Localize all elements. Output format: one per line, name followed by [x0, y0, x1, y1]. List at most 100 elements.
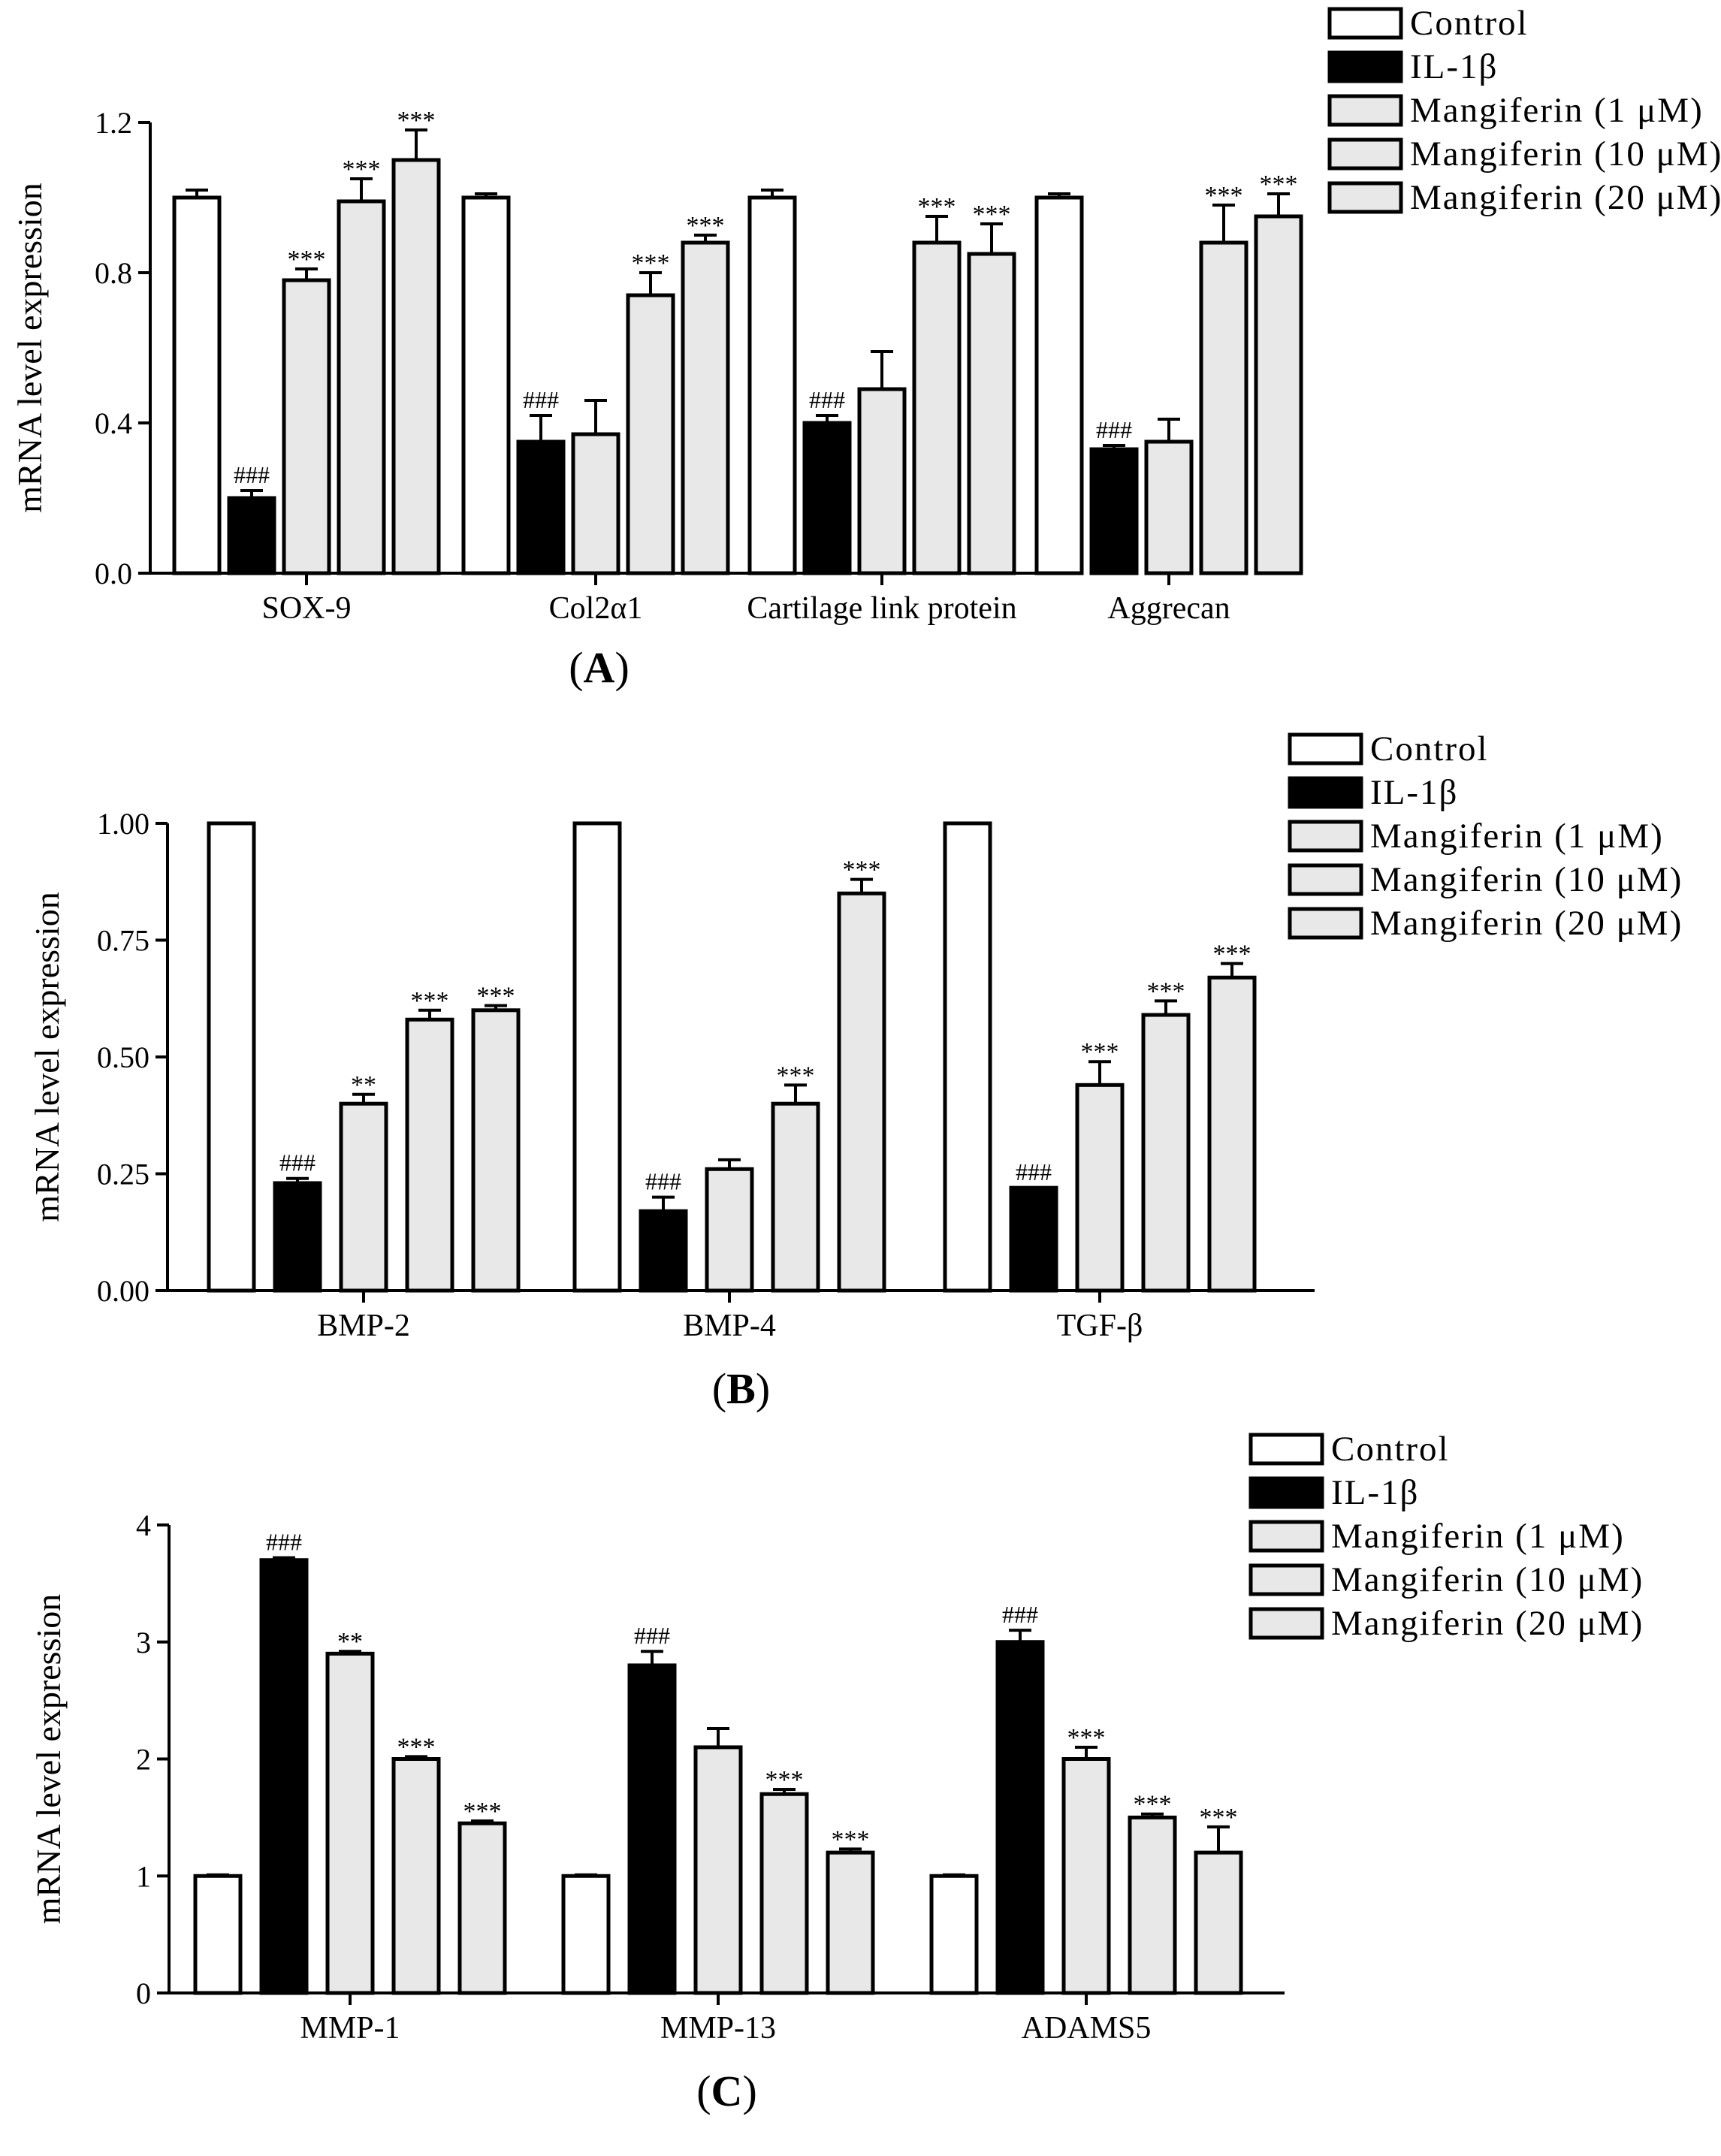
significance-label: ### [234, 461, 270, 488]
bar-adams5-mangiferin-10-um [1128, 1815, 1177, 1995]
bar-cartilage-link-protein-control [747, 195, 797, 575]
significance-label: *** [1205, 182, 1243, 210]
legend-swatch-control [1288, 732, 1363, 765]
significance-label: ** [337, 1628, 363, 1656]
legend-swatch-mangiferin-20-um [1288, 907, 1363, 940]
bar-mmp-1-control [193, 1874, 243, 1995]
bar-cartilage-link-protein-mangiferin-10-um [912, 240, 962, 575]
y-axis-label: mRNA level expression [28, 892, 66, 1222]
bar-bmp-4-control [572, 821, 622, 1293]
x-tick-label-sox-9: SOX-9 [261, 591, 351, 626]
bar-bmp-2-il-1beta [273, 1181, 322, 1293]
bar-bmp-2-mangiferin-20-um [471, 1008, 521, 1293]
significance-label: *** [777, 1061, 815, 1089]
legend-label-il-1beta: IL-1β [1370, 773, 1458, 812]
bar-aggrecan-il-1beta [1089, 447, 1139, 575]
y-tick-label: 0.75 [97, 924, 149, 958]
bar-sox-9-mangiferin-10-um [337, 199, 386, 575]
legend-label-control: Control [1410, 4, 1529, 43]
legend-swatch-il-1beta [1248, 1476, 1324, 1509]
y-tick-label: 0.25 [97, 1158, 149, 1191]
y-tick-label: 0 [136, 1976, 151, 2010]
bar-bmp-2-mangiferin-10-um [405, 1017, 454, 1293]
y-tick-label: 0.50 [97, 1040, 149, 1074]
bar-adams5-mangiferin-20-um [1194, 1850, 1243, 1995]
legend-swatch-il-1beta [1327, 50, 1403, 83]
bar-sox-9-mangiferin-20-um [391, 158, 441, 575]
bar-bmp-4-mangiferin-10-um [771, 1101, 820, 1293]
y-tick-label: 1.00 [97, 807, 149, 841]
significance-label: *** [632, 249, 670, 277]
panel-label: (A) [569, 643, 630, 692]
panel-label: (B) [712, 1364, 770, 1413]
legend-swatch-control [1248, 1433, 1324, 1466]
significance-label: ### [1002, 1601, 1038, 1628]
significance-label: *** [1067, 1724, 1106, 1752]
legend-swatch-mangiferin-10-um [1288, 863, 1363, 896]
bar-bmp-4-mangiferin-1-um [705, 1167, 754, 1293]
bar-col2alpha1-mangiferin-20-um [681, 240, 730, 575]
panel-a-chart: 0.0 0.4 0.8 1.2 mRNA level expression SOX-9 ##… [11, 4, 1721, 692]
bar-mmp-13-mangiferin-1-um [693, 1745, 743, 1995]
x-tick-label-col2alpha1: Col2α1 [549, 591, 643, 626]
bar-sox-9-il-1beta [227, 496, 276, 575]
significance-label: *** [687, 212, 725, 240]
bar-sox-9-control [172, 195, 222, 575]
y-axis-label: mRNA level expression [29, 1594, 68, 1925]
y-axis-label: mRNA level expression [11, 183, 49, 513]
y-tick-label: 3 [136, 1626, 151, 1659]
legend-label-mangiferin-1-um: Mangiferin (1 μM) [1410, 91, 1704, 130]
bar-mmp-13-mangiferin-20-um [826, 1850, 875, 1995]
legend-label-mangiferin-10-um: Mangiferin (10 μM) [1331, 1560, 1644, 1599]
legend-label-control: Control [1331, 1430, 1450, 1469]
legend-swatch-il-1beta [1288, 776, 1363, 809]
significance-label: ### [1096, 416, 1132, 443]
bar-cartilage-link-protein-il-1beta [802, 421, 852, 575]
legend-label-mangiferin-1-um: Mangiferin (1 μM) [1331, 1517, 1625, 1556]
bar-bmp-2-control [207, 821, 256, 1293]
bar-col2alpha1-il-1beta [516, 439, 566, 575]
legend-label-mangiferin-20-um: Mangiferin (20 μM) [1370, 904, 1683, 943]
significance-label: *** [832, 1825, 870, 1853]
bar-tgf-beta-control [943, 821, 992, 1293]
legend-label-mangiferin-20-um: Mangiferin (20 μM) [1331, 1604, 1644, 1643]
significance-label: ### [279, 1149, 316, 1176]
x-tick-label-adams5: ADAMS5 [1022, 2011, 1152, 2046]
y-tick-label: 0.0 [95, 557, 132, 590]
legend: Control IL-1β Mangiferin (1 μM) Mangiferin … [1288, 729, 1683, 943]
y-tick-label: 0.8 [95, 256, 132, 290]
bar-mmp-13-control [561, 1874, 611, 1995]
y-tick-label: 1 [136, 1859, 151, 1893]
y-tick-label: 4 [136, 1508, 151, 1542]
y-tick-label: 0.00 [97, 1274, 149, 1308]
legend-label-mangiferin-1-um: Mangiferin (1 μM) [1370, 817, 1664, 856]
legend-swatch-control [1327, 7, 1403, 40]
x-tick-label-aggrecan: Aggrecan [1107, 591, 1230, 626]
bar-adams5-mangiferin-1-um [1061, 1757, 1111, 1995]
legend-swatch-mangiferin-1-um [1248, 1520, 1324, 1553]
significance-label: *** [288, 246, 326, 273]
bar-col2alpha1-control [461, 195, 511, 575]
bar-bmp-4-mangiferin-20-um [837, 891, 886, 1293]
significance-label: *** [1147, 977, 1185, 1005]
x-tick-label-tgf-beta: TGF-β [1057, 1309, 1143, 1343]
x-tick-label-mmp-1: MMP-1 [300, 2011, 400, 2046]
panel-b-chart: 0.00 0.25 0.50 0.75 1.00 mRNA level expressio… [28, 729, 1683, 1413]
bar-tgf-beta-mangiferin-10-um [1141, 1013, 1191, 1293]
significance-label: ### [523, 386, 559, 413]
legend-swatch-mangiferin-10-um [1327, 137, 1403, 171]
bar-mmp-1-il-1beta [259, 1558, 309, 1995]
panel-label: (C) [696, 2067, 757, 2115]
legend-swatch-mangiferin-1-um [1288, 820, 1363, 853]
y-tick-label: 2 [136, 1743, 151, 1777]
significance-label: ** [351, 1071, 376, 1099]
bar-mmp-13-mangiferin-10-um [759, 1792, 809, 1995]
x-tick-label-bmp-4: BMP-4 [683, 1309, 776, 1343]
significance-label: *** [1081, 1038, 1119, 1066]
bar-mmp-1-mangiferin-10-um [391, 1757, 441, 1995]
significance-label: *** [463, 1798, 502, 1825]
x-tick-label-bmp-2: BMP-2 [317, 1309, 410, 1343]
bar-bmp-4-il-1beta [639, 1209, 688, 1293]
bar-aggrecan-mangiferin-20-um [1254, 214, 1303, 575]
